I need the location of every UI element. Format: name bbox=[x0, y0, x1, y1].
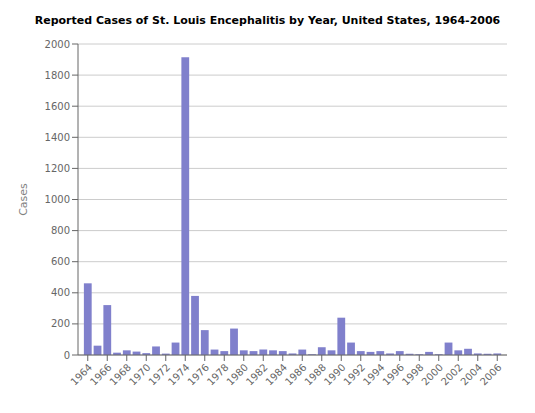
svg-text:2004: 2004 bbox=[458, 362, 484, 388]
svg-text:1994: 1994 bbox=[361, 362, 387, 388]
svg-text:Cases: Cases bbox=[17, 183, 30, 216]
svg-text:1964: 1964 bbox=[68, 362, 94, 388]
svg-text:0: 0 bbox=[64, 350, 70, 361]
svg-text:1990: 1990 bbox=[322, 362, 348, 388]
svg-text:800: 800 bbox=[51, 225, 70, 236]
svg-text:1992: 1992 bbox=[341, 362, 367, 388]
svg-text:1988: 1988 bbox=[302, 362, 328, 388]
svg-text:2000: 2000 bbox=[419, 362, 445, 388]
svg-text:1968: 1968 bbox=[107, 362, 133, 388]
svg-text:1982: 1982 bbox=[244, 362, 270, 388]
svg-text:2002: 2002 bbox=[439, 362, 465, 388]
svg-text:1000: 1000 bbox=[45, 194, 70, 205]
svg-text:1996: 1996 bbox=[380, 362, 406, 388]
svg-text:2000: 2000 bbox=[45, 39, 70, 50]
svg-text:1984: 1984 bbox=[263, 362, 289, 388]
svg-text:400: 400 bbox=[51, 287, 70, 298]
svg-text:1978: 1978 bbox=[205, 362, 231, 388]
svg-text:1974: 1974 bbox=[166, 362, 192, 388]
svg-text:1970: 1970 bbox=[127, 362, 153, 388]
svg-text:1200: 1200 bbox=[45, 163, 70, 174]
svg-text:2006: 2006 bbox=[478, 362, 504, 388]
svg-text:600: 600 bbox=[51, 256, 70, 267]
svg-text:1600: 1600 bbox=[45, 101, 70, 112]
svg-text:1972: 1972 bbox=[146, 362, 172, 388]
html-text:Reported Cases of St. Louis En: Reported Cases of St. Louis Encephalitis… bbox=[34, 14, 501, 27]
svg-text:1980: 1980 bbox=[224, 362, 250, 388]
svg-text:1800: 1800 bbox=[45, 70, 70, 81]
svg-text:1976: 1976 bbox=[185, 362, 211, 388]
svg-text:1400: 1400 bbox=[45, 132, 70, 143]
svg-text:200: 200 bbox=[51, 318, 70, 329]
svg-text:1986: 1986 bbox=[283, 362, 309, 388]
svg-text:1966: 1966 bbox=[88, 362, 114, 388]
svg-text:1998: 1998 bbox=[400, 362, 426, 388]
